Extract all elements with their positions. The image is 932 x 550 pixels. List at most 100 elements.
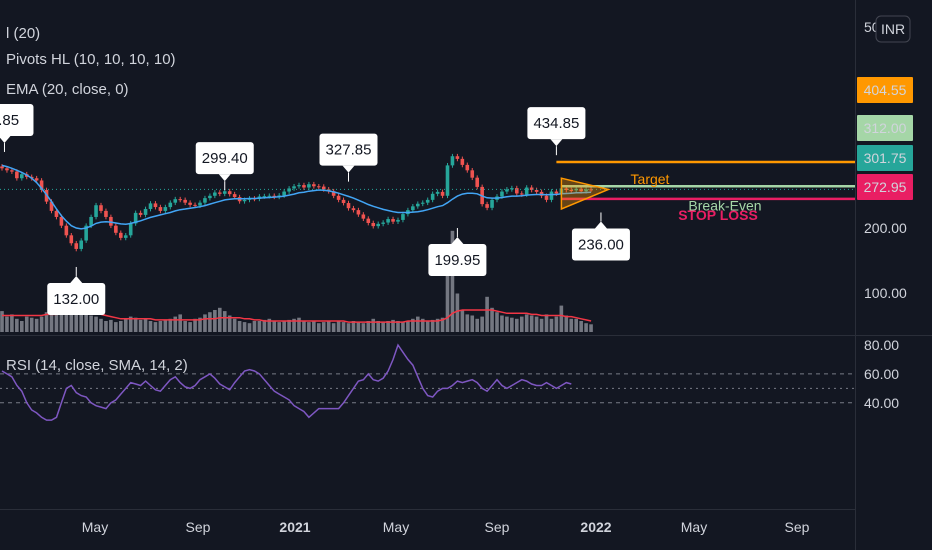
volume-bar xyxy=(524,314,529,332)
volume-bar xyxy=(495,312,499,332)
candle-body xyxy=(544,195,549,200)
pivot-callout[interactable]: 327.85 xyxy=(319,133,378,182)
candle-body xyxy=(321,186,326,190)
candle xyxy=(227,188,232,197)
volume-bar xyxy=(331,323,336,332)
volume-bar xyxy=(24,316,29,332)
candle-body xyxy=(356,210,361,215)
volume-bar xyxy=(559,305,564,332)
candle-body xyxy=(534,189,539,192)
pivot-callout[interactable]: 434.85 xyxy=(527,107,586,156)
candle xyxy=(213,190,217,199)
pivot-label: 199.95 xyxy=(434,252,480,269)
pivot-callout[interactable]: 236.00 xyxy=(571,212,630,261)
target-price-tag[interactable]: 404.55 xyxy=(857,77,913,103)
volume-bar xyxy=(460,310,465,332)
volume-bar xyxy=(505,316,509,332)
volume-layer xyxy=(0,230,593,332)
candle-body xyxy=(10,170,14,172)
candle-body xyxy=(227,191,232,195)
volume-bar xyxy=(277,322,281,332)
price-axis-ticks[interactable]: 200.00 100.00 xyxy=(864,220,907,301)
time-tick: Sep xyxy=(186,519,211,535)
pivot-callout[interactable]: 4.85 xyxy=(0,103,34,152)
rsi-legend[interactable]: RSI (14, close, SMA, 14, 2) xyxy=(6,357,188,374)
volume-bar xyxy=(114,322,118,332)
volume-bar xyxy=(158,321,163,332)
candle xyxy=(148,201,153,212)
candle-body xyxy=(381,222,385,224)
candle xyxy=(272,193,277,200)
pivot-pointer xyxy=(550,139,563,147)
pivot-callout[interactable]: 299.40 xyxy=(195,142,254,191)
break-even-price-tag[interactable]: 312.00 xyxy=(857,115,913,141)
time-tick: 2022 xyxy=(580,519,611,535)
candle xyxy=(94,202,98,220)
candle xyxy=(425,197,430,206)
volume-bar xyxy=(411,318,415,332)
candle-body xyxy=(59,216,64,226)
candle-body xyxy=(84,225,88,241)
volume-bar xyxy=(119,321,123,332)
volume-bar xyxy=(188,322,192,332)
volume-bar xyxy=(94,316,98,332)
pivot-callout[interactable]: 199.95 xyxy=(428,228,487,277)
indicator-legend-3[interactable]: EMA (20, close, 0) xyxy=(6,81,129,98)
candle-body xyxy=(455,156,460,159)
volume-bar xyxy=(34,318,39,332)
volume-bar xyxy=(148,321,153,332)
pivot-callout[interactable]: 132.00 xyxy=(47,266,106,315)
candle-body xyxy=(109,216,113,226)
currency-badge[interactable] xyxy=(875,15,911,43)
volume-bar xyxy=(252,321,257,332)
candle-body xyxy=(287,188,291,192)
candle-body xyxy=(302,185,306,188)
candle-body xyxy=(420,202,425,204)
candle xyxy=(183,197,187,206)
volume-bar xyxy=(168,318,173,332)
candle xyxy=(114,223,118,236)
candle-body xyxy=(74,243,79,249)
candle xyxy=(331,188,336,199)
volume-bar xyxy=(49,305,54,332)
candle-body xyxy=(579,188,583,192)
rsi-pane[interactable] xyxy=(0,343,855,421)
last-price-tag[interactable]: 301.75 xyxy=(857,145,913,171)
rsi-axis-ticks[interactable]: 80.00 60.00 40.00 xyxy=(864,337,899,411)
candle-body xyxy=(232,194,237,198)
candle xyxy=(401,211,405,223)
candle xyxy=(54,208,59,220)
rsi-line xyxy=(1,343,572,421)
pivot-pointer xyxy=(451,237,464,245)
time-axis-ticks[interactable]: May Sep 2021 May Sep 2022 May Sep xyxy=(82,519,810,535)
triangle-pattern[interactable] xyxy=(560,177,611,211)
candle-body xyxy=(416,203,420,207)
volume-bar xyxy=(222,311,227,332)
price-tag-bg xyxy=(857,145,913,171)
candle xyxy=(386,216,390,225)
candle xyxy=(287,186,291,194)
candle-body xyxy=(366,218,371,223)
candle xyxy=(307,181,311,190)
break-even-text: Break-Even xyxy=(688,197,761,213)
volume-bar xyxy=(64,303,69,332)
candle-body xyxy=(351,208,356,211)
candle-body xyxy=(569,189,574,191)
indicator-legend-2[interactable]: Pivots HL (10, 10, 10, 10) xyxy=(6,51,176,68)
volume-bar xyxy=(178,314,182,332)
candle-body xyxy=(5,168,9,171)
candle-body xyxy=(49,201,54,211)
stop-loss-price-tag[interactable]: 272.95 xyxy=(857,174,913,200)
pivot-pointer xyxy=(0,135,11,143)
volume-bar xyxy=(346,323,351,332)
indicator-legend-1[interactable]: l (20) xyxy=(6,25,40,42)
candle-body xyxy=(163,207,168,211)
candle-body xyxy=(490,199,494,208)
volume-bar xyxy=(237,321,242,332)
volume-bar xyxy=(326,321,331,332)
candle-body xyxy=(203,198,207,203)
pivot-box xyxy=(195,142,254,175)
volume-bar xyxy=(554,316,559,332)
